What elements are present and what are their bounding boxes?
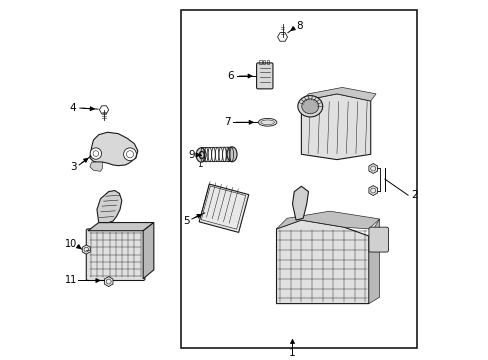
Ellipse shape xyxy=(196,148,205,162)
Ellipse shape xyxy=(226,147,237,162)
Circle shape xyxy=(123,148,136,161)
Bar xyxy=(201,186,245,229)
Bar xyxy=(199,184,248,233)
Polygon shape xyxy=(368,185,377,195)
Polygon shape xyxy=(90,162,102,171)
Polygon shape xyxy=(292,186,308,220)
Ellipse shape xyxy=(258,118,276,126)
Polygon shape xyxy=(276,211,379,229)
Bar xyxy=(181,10,416,348)
Text: 11: 11 xyxy=(65,275,77,285)
Bar xyxy=(263,60,264,64)
Bar xyxy=(259,60,261,64)
Polygon shape xyxy=(368,163,377,174)
Text: 4: 4 xyxy=(70,103,76,113)
Polygon shape xyxy=(82,245,90,254)
Polygon shape xyxy=(301,87,375,101)
Polygon shape xyxy=(301,94,370,159)
Polygon shape xyxy=(97,190,122,222)
Polygon shape xyxy=(104,276,113,287)
Text: 9: 9 xyxy=(188,150,195,160)
Text: 2: 2 xyxy=(411,190,417,200)
FancyBboxPatch shape xyxy=(256,63,272,89)
Polygon shape xyxy=(90,132,138,166)
Text: 3: 3 xyxy=(70,162,77,172)
Bar xyxy=(266,60,268,64)
Polygon shape xyxy=(276,220,368,303)
Text: 6: 6 xyxy=(227,71,234,81)
Polygon shape xyxy=(88,222,154,231)
FancyBboxPatch shape xyxy=(368,227,387,252)
Polygon shape xyxy=(368,219,379,303)
Ellipse shape xyxy=(301,99,318,114)
Ellipse shape xyxy=(297,96,322,117)
Text: 7: 7 xyxy=(224,117,230,127)
Text: 8: 8 xyxy=(296,21,302,31)
Polygon shape xyxy=(143,222,154,279)
Text: 5: 5 xyxy=(183,216,190,226)
Text: 10: 10 xyxy=(65,239,77,249)
FancyBboxPatch shape xyxy=(86,229,144,280)
Text: 1: 1 xyxy=(288,348,295,358)
Circle shape xyxy=(90,148,102,159)
